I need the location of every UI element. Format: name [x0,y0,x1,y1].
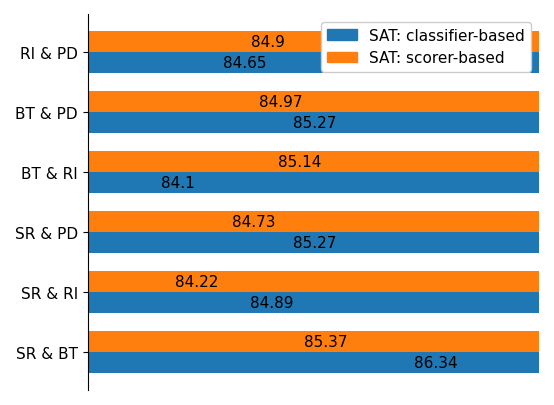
Bar [88,352,554,373]
Text: 84.1: 84.1 [161,176,195,190]
Legend: SAT: classifier-based, SAT: scorer-based: SAT: classifier-based, SAT: scorer-based [321,23,531,72]
Text: 84.65: 84.65 [223,56,266,71]
Bar [88,271,554,292]
Text: 85.27: 85.27 [293,116,336,131]
Text: 84.9: 84.9 [252,35,285,50]
Text: 86.34: 86.34 [414,355,458,370]
Bar [88,331,554,352]
Bar [88,113,554,134]
Bar [88,92,554,113]
Bar [88,53,554,74]
Text: 84.97: 84.97 [259,95,303,110]
Text: 85.14: 85.14 [279,155,322,170]
Bar [88,32,554,53]
Bar [88,232,554,254]
Text: 84.73: 84.73 [232,215,276,229]
Bar [88,151,554,173]
Text: 84.89: 84.89 [250,295,294,310]
Text: 85.37: 85.37 [304,334,348,349]
Text: 84.22: 84.22 [175,274,218,289]
Text: 85.27: 85.27 [293,235,336,250]
Bar [88,173,554,194]
Bar [88,211,554,232]
Bar [88,292,554,313]
